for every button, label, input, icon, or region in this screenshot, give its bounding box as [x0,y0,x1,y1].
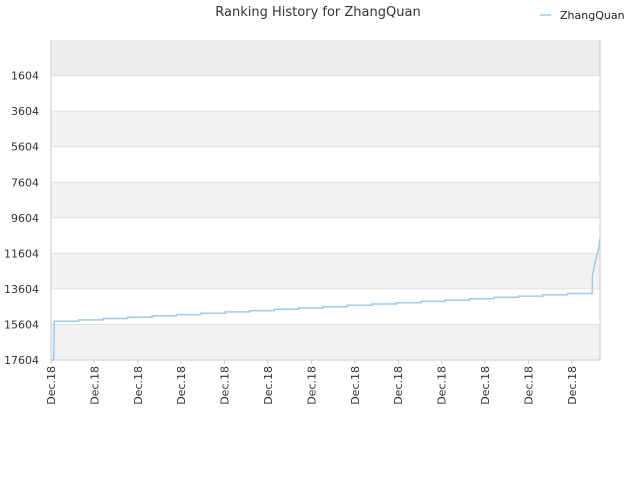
background-band [51,253,600,289]
background-band [51,146,600,183]
x-tick-label: Dec.18 [436,366,449,405]
y-tick-label: 17604 [4,354,39,367]
y-tick-label: 1604 [11,70,39,83]
x-tick-label: Dec.18 [305,366,318,405]
y-tick-label: 5604 [11,141,39,154]
x-tick-label: Dec.18 [392,366,405,405]
y-axis-ticks: 1604 3604 5604 7604 9604 11604 13604 15604 17604 [4,70,39,367]
y-tick-label: 7604 [11,176,39,189]
x-tick-label: Dec.18 [88,366,101,405]
x-tick-label: Dec.18 [349,366,362,405]
y-tick-label: 9604 [11,212,39,225]
background-band [51,40,600,76]
y-tick-label: 3604 [11,105,39,118]
x-tick-label: Dec.18 [522,366,535,405]
background-band [51,182,600,218]
background-band [51,111,600,147]
y-tick-label: 15604 [4,318,39,331]
background-band [51,324,600,360]
y-tick-label: 13604 [4,283,39,296]
series-layer [51,238,601,361]
x-axis-ticks: Dec.18 Dec.18 Dec.18 Dec.18 Dec.18 Dec.18 Dec.… [45,360,579,405]
background-bands [51,40,600,360]
x-tick-label: Dec.18 [219,366,232,405]
axes [50,40,601,361]
x-tick-label: Dec.18 [566,366,579,405]
x-tick-label: Dec.18 [132,366,145,405]
x-tick-label: Dec.18 [479,366,492,405]
background-band [51,75,600,112]
x-tick-label: Dec.18 [262,366,275,405]
background-band [51,217,600,254]
y-tick-label: 11604 [4,247,39,260]
legend[interactable]: ZhangQuan [540,9,625,22]
chart-title: Ranking History for ZhangQuan [215,5,420,20]
x-tick-label: Dec.18 [175,366,188,405]
series-line [51,238,601,361]
x-tick-label: Dec.18 [45,366,58,405]
legend-label: ZhangQuan [560,9,625,22]
